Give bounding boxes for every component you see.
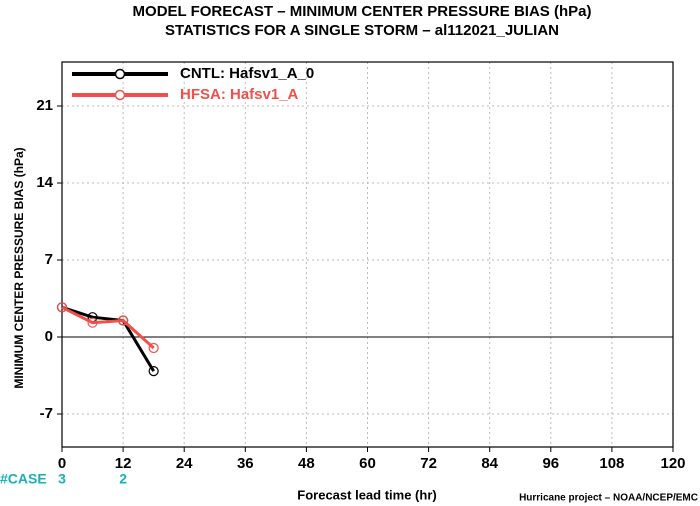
x-tick-label: 36 [237,455,254,472]
y-tick-label: 0 [45,328,53,345]
x-tick-label: 120 [660,455,685,472]
case-count: 3 [58,471,66,487]
case-count: 2 [119,471,127,487]
x-tick-label: 84 [481,455,498,472]
y-tick-label: 7 [45,251,53,268]
x-axis-label: Forecast lead time (hr) [297,487,436,502]
y-tick-label: 21 [36,97,53,114]
x-tick-label: 96 [542,455,559,472]
y-tick-label: 14 [36,174,53,191]
legend-label: CNTL: Hafsv1_A_0 [180,65,314,82]
y-tick-label: -7 [40,405,53,422]
x-tick-label: 108 [599,455,624,472]
x-tick-label: 60 [359,455,376,472]
y-axis-label: MINIMUM CENTER PRESSURE BIAS (hPa) [12,147,26,388]
chart-title: MODEL FORECAST – MINIMUM CENTER PRESSURE… [133,3,592,20]
legend-label: HFSA: Hafsv1_A [180,86,299,103]
data-point [148,342,159,354]
x-tick-label: 72 [420,455,437,472]
plot-frame [61,61,674,448]
case-label: #CASE [0,471,47,487]
x-tick-label: 48 [298,455,315,472]
data-point [117,315,129,326]
data-point [56,302,68,313]
legend-marker [114,89,126,101]
series-line [61,305,155,350]
data-point [87,317,98,328]
chart-subtitle: STATISTICS FOR A SINGLE STORM – al112021… [165,22,559,39]
x-tick-label: 24 [176,455,193,472]
series-line [61,305,155,372]
credit: Hurricane project – NOAA/NCEP/EMC [519,493,698,504]
x-tick-label: 12 [115,455,132,472]
data-point [148,366,159,377]
legend-marker [114,68,126,80]
x-tick-label: 0 [58,455,66,472]
